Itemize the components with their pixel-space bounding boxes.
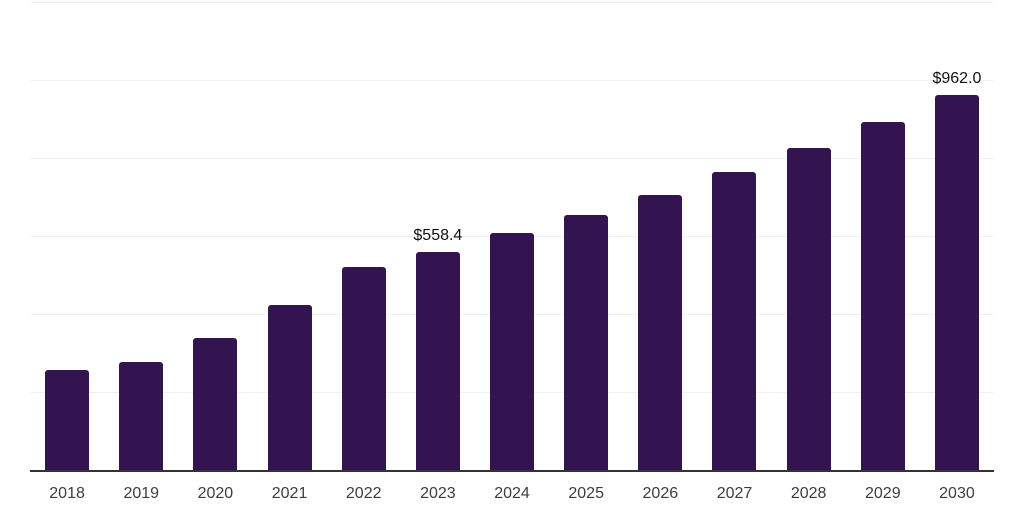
bar-2023: $558.4 xyxy=(413,227,462,470)
x-tick-2026: 2026 xyxy=(642,485,679,502)
bar-slot-2028 xyxy=(772,2,846,470)
bar-slot-2018 xyxy=(30,2,104,470)
bar-2022 xyxy=(341,267,386,470)
bar-2027 xyxy=(712,172,757,470)
data-label-2023: $558.4 xyxy=(413,227,463,245)
bars-row: $558.4 $962.0 xyxy=(30,2,994,470)
bar-2030: $962.0 xyxy=(932,70,981,470)
bar-slot-2027 xyxy=(697,2,771,470)
bar-slot-2025 xyxy=(549,2,623,470)
bar-slot-2024 xyxy=(475,2,549,470)
bar-slot-2023: $558.4 xyxy=(401,2,475,470)
x-tick-2019: 2019 xyxy=(123,485,160,502)
bar-2021 xyxy=(267,305,312,470)
x-axis: 2018 2019 2020 2021 2022 2023 2024 2025 2026 2027… xyxy=(30,485,994,503)
bar-2018 xyxy=(45,369,90,470)
bar-2028 xyxy=(786,147,831,470)
data-label-2030: $962.0 xyxy=(932,69,982,87)
bar-slot-2019 xyxy=(104,2,178,470)
bar-2024 xyxy=(490,233,535,470)
x-tick-2029: 2029 xyxy=(865,485,901,502)
bar-slot-2029 xyxy=(846,2,920,470)
bar-2020 xyxy=(193,337,238,470)
bar-2025 xyxy=(564,214,609,470)
gridline-1200 xyxy=(30,2,994,3)
bar-slot-2020 xyxy=(178,2,252,470)
x-tick-2020: 2020 xyxy=(197,485,234,502)
x-tick-2030: 2030 xyxy=(939,485,975,502)
x-tick-2023: 2023 xyxy=(420,485,456,502)
bar-slot-2022 xyxy=(327,2,401,470)
gridline-1000 xyxy=(30,79,994,81)
x-tick-2018: 2018 xyxy=(49,485,85,502)
x-tick-2021: 2021 xyxy=(271,485,308,502)
x-tick-2022: 2022 xyxy=(345,485,382,502)
bar-slot-2030: $962.0 xyxy=(920,2,994,470)
bar-2019 xyxy=(119,361,164,470)
bar-slot-2021 xyxy=(252,2,326,470)
x-tick-2024: 2024 xyxy=(494,485,530,502)
x-tick-2028: 2028 xyxy=(790,485,827,502)
bar-2026 xyxy=(638,194,683,470)
bar-slot-2026 xyxy=(623,2,697,470)
gridline-800 xyxy=(30,157,994,159)
x-tick-2025: 2025 xyxy=(568,485,604,502)
plot-area: $558.4 $962.0 xyxy=(30,2,994,472)
x-tick-2027: 2027 xyxy=(716,485,753,502)
bar-2029 xyxy=(860,121,905,470)
